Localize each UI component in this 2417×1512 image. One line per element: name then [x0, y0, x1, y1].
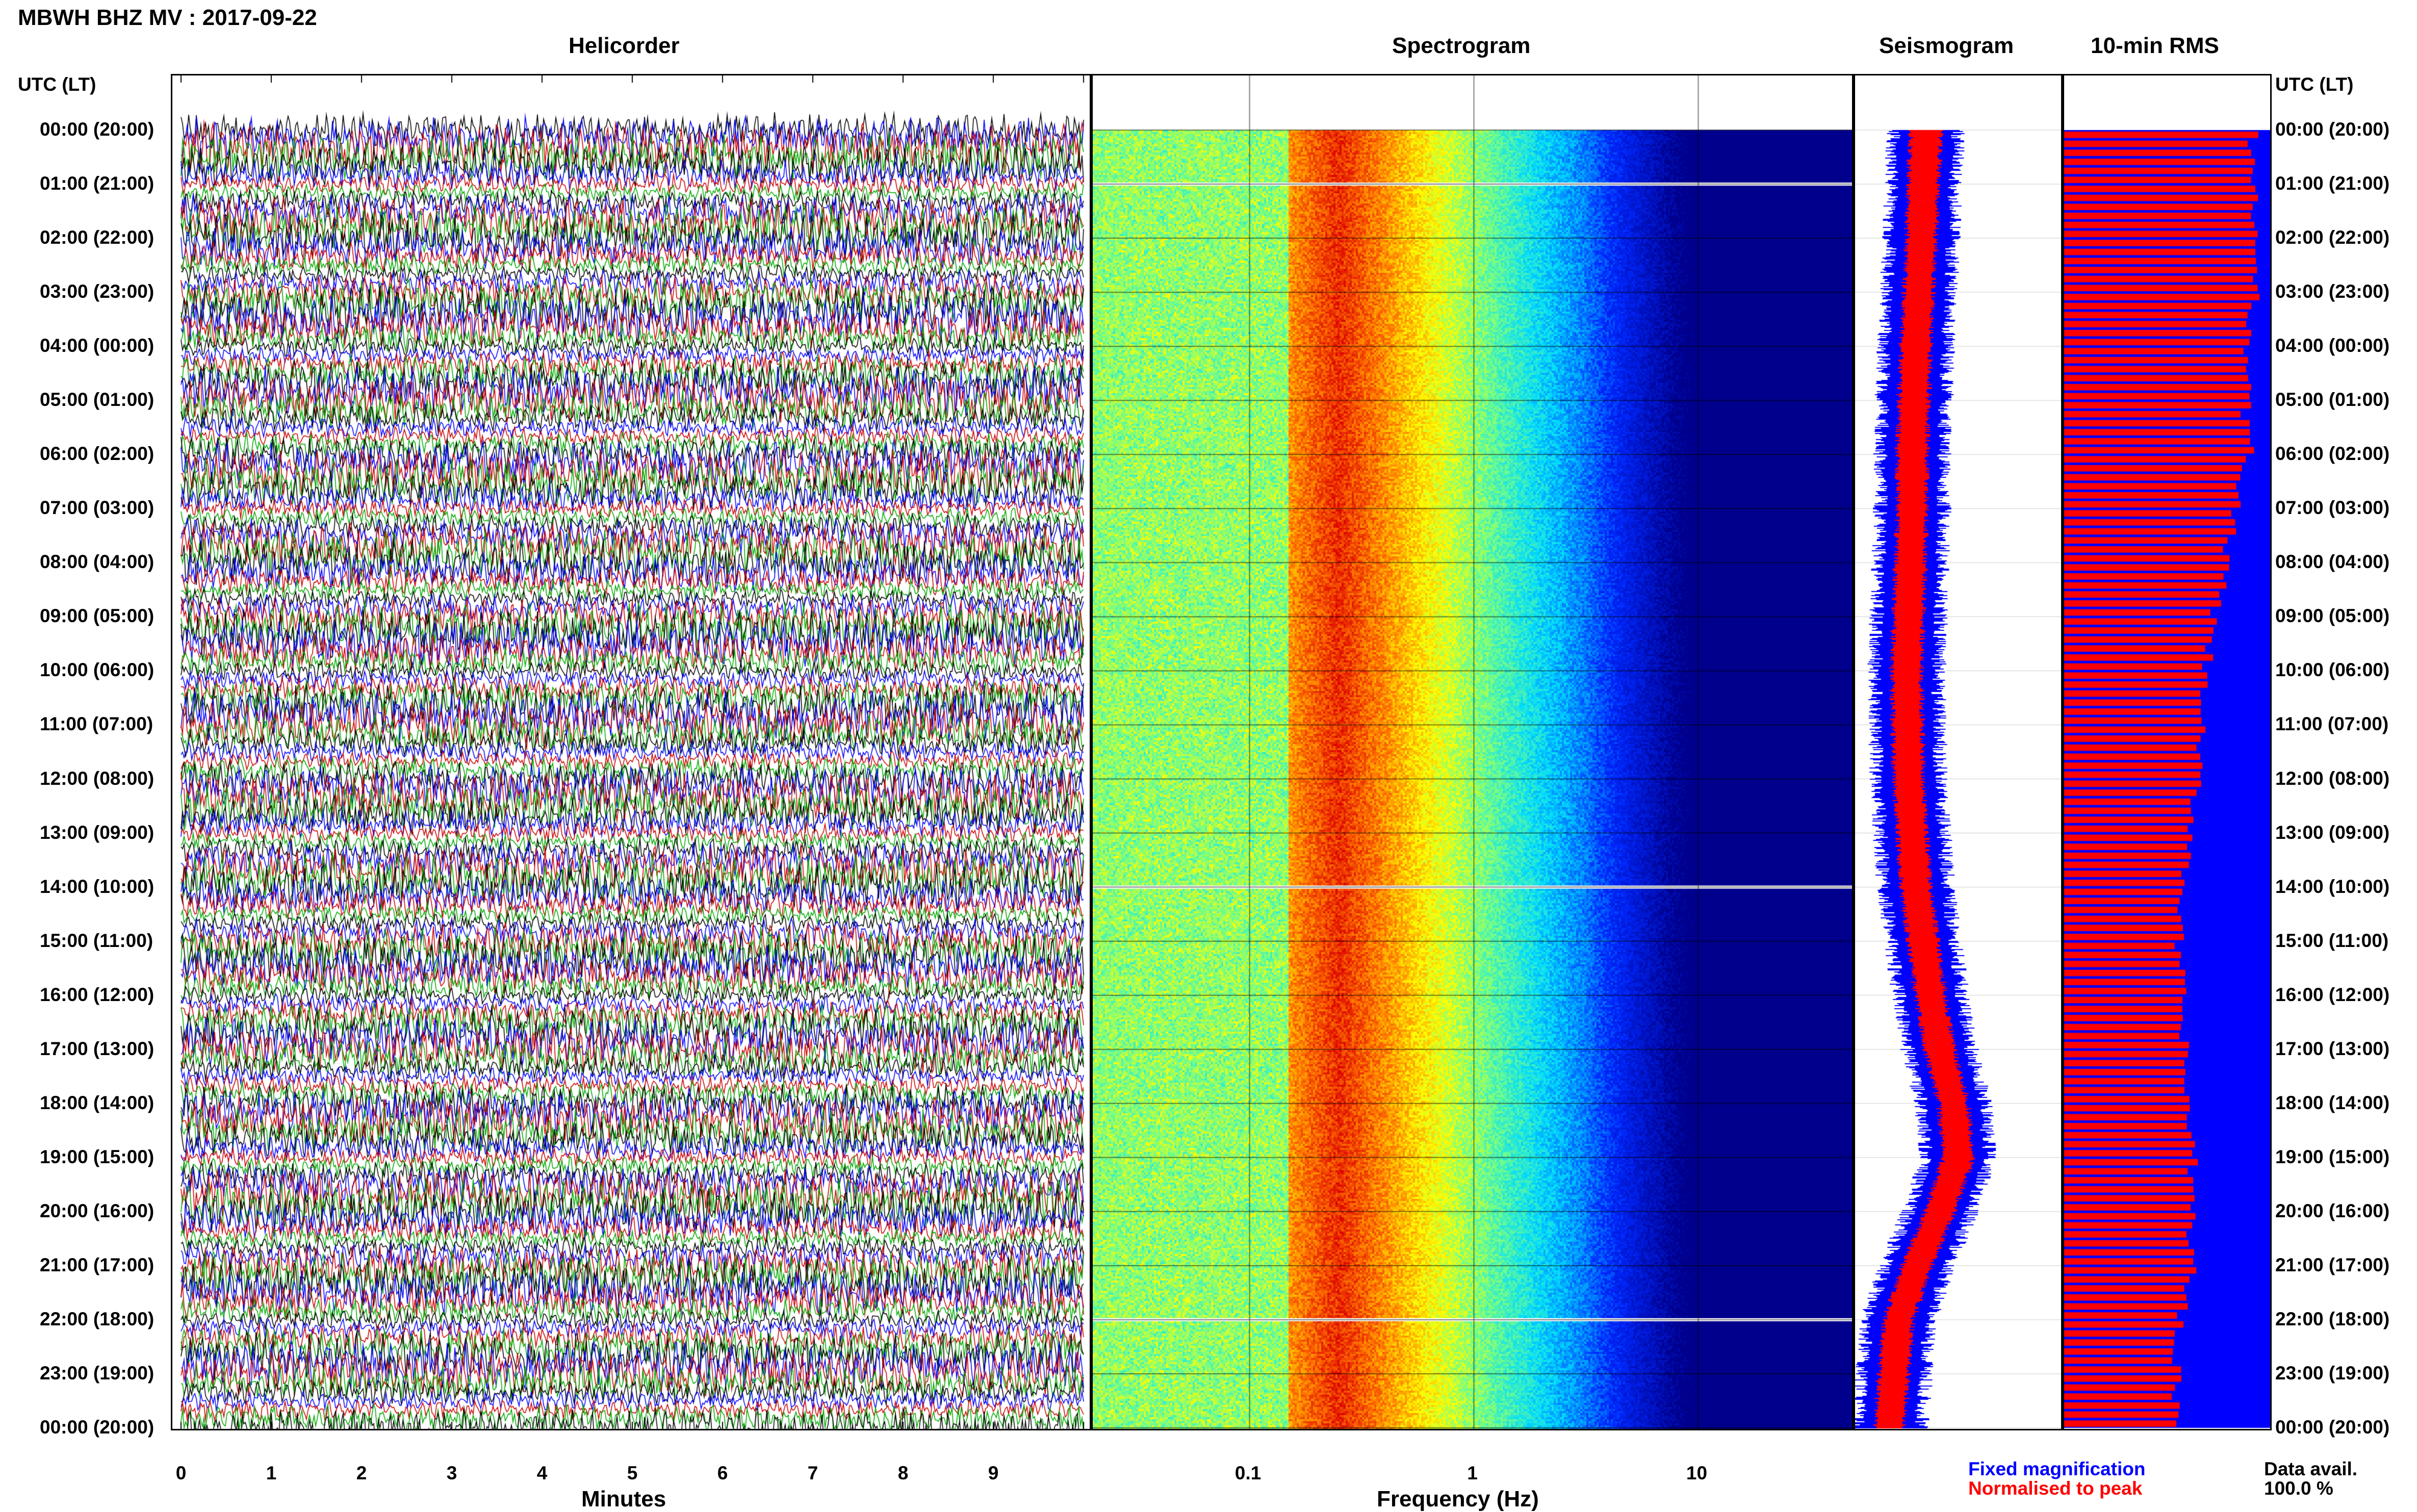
time-tick-label: 20:00 (16:00) [40, 1200, 155, 1221]
time-tick-label: 17:00 (13:00) [40, 1038, 155, 1059]
time-tick-label: 07:00 (03:00) [40, 497, 155, 519]
minute-tick-label: 8 [897, 1463, 909, 1483]
seismogram-title: Seismogram [1879, 33, 2014, 58]
minute-tick-label: 5 [627, 1463, 638, 1483]
frequency-tick-label: 10 [1686, 1463, 1708, 1483]
legend-normalised-to-peak: Normalised to peak [1968, 1478, 2143, 1499]
time-tick-label: 15:00 (11:00) [2275, 930, 2389, 951]
rms-bars [2064, 75, 2270, 1429]
minute-tick-label: 6 [717, 1463, 728, 1483]
time-tick-label: 18:00 (14:00) [2275, 1092, 2390, 1113]
time-tick-label: 04:00 (00:00) [2275, 335, 2390, 356]
minute-tick-label: 0 [175, 1463, 187, 1483]
time-tick-label: 06:00 (02:00) [2275, 443, 2390, 465]
time-tick-label: 16:00 (12:00) [2275, 984, 2390, 1005]
time-tick-label: 13:00 (09:00) [40, 822, 155, 843]
time-tick-label: 14:00 (10:00) [40, 876, 155, 897]
minute-tick-label: 1 [266, 1463, 277, 1483]
rms-panel [2063, 74, 2272, 1430]
time-tick-label: 04:00 (00:00) [40, 335, 155, 356]
spectrogram-heatmap [1093, 75, 1852, 1429]
seismogram-panel [1854, 74, 2063, 1430]
time-tick-label: 06:00 (02:00) [40, 443, 155, 465]
time-tick-label: 17:00 (13:00) [2275, 1038, 2390, 1059]
time-tick-label: 01:00 (21:00) [2275, 173, 2390, 194]
minute-tick-label: 2 [356, 1463, 367, 1483]
frequency-axis-label: Frequency (Hz) [1377, 1487, 1539, 1511]
time-tick-label: 15:00 (11:00) [40, 930, 153, 951]
time-tick-label: 01:00 (21:00) [40, 173, 155, 194]
helicorder-panel [171, 74, 1091, 1430]
minute-tick-label: 4 [536, 1463, 548, 1483]
spectrogram-title: Spectrogram [1392, 33, 1531, 58]
time-tick-label: 05:00 (01:00) [2275, 389, 2390, 411]
time-tick-label: 02:00 (22:00) [40, 227, 155, 248]
time-tick-label: 23:00 (19:00) [2275, 1362, 2390, 1383]
time-tick-label: 21:00 (17:00) [2275, 1254, 2390, 1275]
minute-tick-label: 7 [807, 1463, 818, 1483]
data-avail-value: 100.0 % [2264, 1478, 2333, 1499]
time-tick-label: 07:00 (03:00) [2275, 497, 2390, 519]
spectrogram-panel [1091, 74, 1854, 1430]
time-tick-label: 03:00 (23:00) [40, 281, 155, 302]
time-tick-label: 22:00 (18:00) [2275, 1308, 2390, 1329]
time-tick-label: 23:00 (19:00) [40, 1362, 155, 1383]
time-tick-label: 08:00 (04:00) [2275, 551, 2390, 573]
helicorder-title: Helicorder [569, 33, 680, 58]
frequency-tick-label: 0.1 [1235, 1463, 1262, 1483]
minute-tick-label: 9 [988, 1463, 999, 1483]
minute-tick-label: 3 [446, 1463, 457, 1483]
time-tick-label: 08:00 (04:00) [40, 551, 155, 573]
time-tick-label: 09:00 (05:00) [40, 605, 155, 627]
time-tick-label: 14:00 (10:00) [2275, 876, 2390, 897]
seismogram-plot [1855, 75, 2061, 1429]
time-tick-label: 00:00 (20:00) [2275, 119, 2390, 140]
page-title: MBWH BHZ MV : 2017-09-22 [18, 5, 317, 30]
helicorder-traces [172, 75, 1090, 1429]
time-tick-label: 16:00 (12:00) [40, 984, 155, 1005]
utc-label-left: UTC (LT) [18, 74, 96, 95]
time-tick-label: 22:00 (18:00) [40, 1308, 155, 1329]
time-tick-label: 13:00 (09:00) [2275, 822, 2390, 843]
time-tick-label: 11:00 (07:00) [40, 713, 153, 735]
utc-label-right: UTC (LT) [2275, 74, 2354, 95]
time-tick-label: 03:00 (23:00) [2275, 281, 2390, 302]
time-tick-label: 09:00 (05:00) [2275, 605, 2390, 627]
data-avail-label: Data avail. [2264, 1458, 2358, 1479]
time-tick-label: 12:00 (08:00) [2275, 767, 2390, 789]
minutes-axis-label: Minutes [581, 1487, 666, 1511]
time-tick-label: 00:00 (20:00) [40, 1417, 155, 1438]
time-tick-label: 20:00 (16:00) [2275, 1200, 2390, 1221]
frequency-tick-label: 1 [1467, 1463, 1478, 1483]
time-tick-label: 02:00 (22:00) [2275, 227, 2390, 248]
time-tick-label: 00:00 (20:00) [40, 119, 155, 140]
time-tick-label: 10:00 (06:00) [2275, 659, 2390, 681]
time-tick-label: 11:00 (07:00) [2275, 713, 2389, 735]
time-tick-label: 05:00 (01:00) [40, 389, 155, 411]
time-tick-label: 12:00 (08:00) [40, 767, 155, 789]
time-tick-label: 21:00 (17:00) [40, 1254, 155, 1275]
time-tick-label: 19:00 (15:00) [40, 1146, 155, 1167]
time-tick-label: 10:00 (06:00) [40, 659, 155, 681]
rms-title: 10-min RMS [2091, 33, 2219, 58]
time-tick-label: 19:00 (15:00) [2275, 1146, 2390, 1167]
time-tick-label: 00:00 (20:00) [2275, 1417, 2390, 1438]
time-tick-label: 18:00 (14:00) [40, 1092, 155, 1113]
legend-fixed-magnification: Fixed magnification [1968, 1458, 2146, 1479]
